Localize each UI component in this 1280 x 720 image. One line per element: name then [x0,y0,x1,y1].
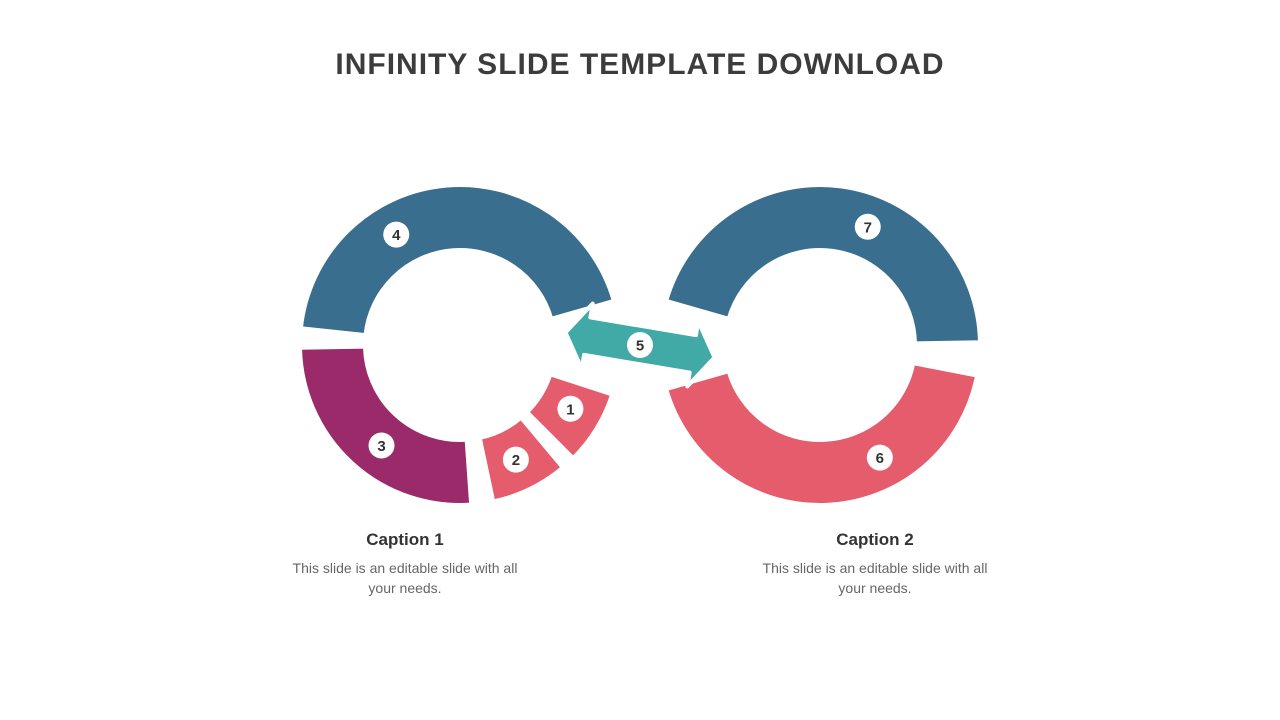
segment-4 [301,185,614,335]
svg-text:2: 2 [512,452,520,469]
infinity-diagram: 4 3 1 2 7 6 5 [230,150,1050,530]
badge-3: 3 [369,432,395,458]
badge-2: 2 [503,447,529,473]
page-title: INFINITY SLIDE TEMPLATE DOWNLOAD [0,48,1280,82]
badge-7: 7 [855,214,881,240]
svg-text:3: 3 [377,438,385,455]
badge-1: 1 [557,396,583,422]
badge-6: 6 [867,445,893,471]
caption-1-title: Caption 1 [280,530,530,550]
svg-text:1: 1 [566,401,574,418]
segment-7 [666,185,980,343]
caption-1-text: This slide is an editable slide with all… [280,558,530,599]
badge-4: 4 [383,222,409,248]
segment-6 [666,363,977,505]
segment-3 [300,347,471,505]
caption-2: Caption 2 This slide is an editable slid… [750,530,1000,599]
svg-text:4: 4 [392,227,401,244]
caption-2-title: Caption 2 [750,530,1000,550]
caption-2-text: This slide is an editable slide with all… [750,558,1000,599]
svg-text:7: 7 [864,219,872,236]
svg-text:5: 5 [636,338,644,355]
captions-row: Caption 1 This slide is an editable slid… [0,530,1280,599]
caption-1: Caption 1 This slide is an editable slid… [280,530,530,599]
badge-5: 5 [627,332,653,358]
svg-text:6: 6 [876,450,884,467]
